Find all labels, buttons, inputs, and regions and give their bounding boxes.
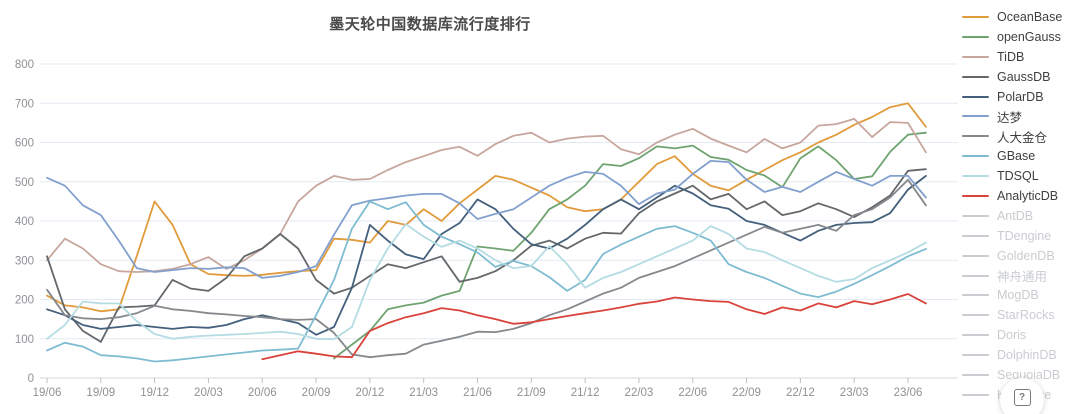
x-axis-tick-label: 19/06 — [33, 387, 62, 399]
legend-item-人大金仓[interactable]: 人大金仓 — [962, 126, 1080, 146]
legend-swatch — [962, 254, 989, 257]
help-button[interactable]: ? — [1000, 378, 1044, 414]
y-axis-tick-label: 500 — [15, 177, 34, 189]
legend-label: OceanBase — [997, 9, 1063, 24]
legend-item-OceanBase[interactable]: OceanBase — [962, 7, 1080, 27]
y-axis-tick-label: 0 — [28, 373, 34, 385]
legend-label: GBase — [997, 149, 1036, 164]
legend-item-StarRocks[interactable]: StarRocks — [962, 305, 1080, 325]
legend-label: TDengine — [997, 228, 1052, 243]
series-line-OceanBase[interactable] — [46, 102, 927, 313]
legend-label: TDSQL — [997, 169, 1039, 184]
legend-label: 达梦 — [997, 110, 1023, 125]
legend-label: Doris — [997, 328, 1027, 343]
y-axis-tick-label: 300 — [15, 255, 34, 267]
legend-label: SequoiaDB — [997, 367, 1061, 382]
legend-label: AntDB — [997, 208, 1034, 223]
legend-swatch — [962, 115, 989, 118]
legend-swatch — [962, 314, 989, 317]
x-axis-tick-label: 21/09 — [517, 387, 546, 399]
legend-swatch — [962, 75, 989, 78]
series-line-达梦[interactable] — [46, 160, 927, 279]
series-line-openGauss[interactable] — [333, 131, 927, 360]
legend-item-openGauss[interactable]: openGauss — [962, 27, 1080, 47]
legend-swatch — [962, 393, 989, 396]
legend-item-TDengine[interactable]: TDengine — [962, 226, 1080, 246]
x-axis-tick-label: 19/09 — [86, 387, 115, 399]
x-axis-tick-label: 20/09 — [302, 387, 331, 399]
legend-item-GaussDB[interactable]: GaussDB — [962, 67, 1080, 87]
legend-item-AnalyticDB[interactable]: AnalyticDB — [962, 186, 1080, 206]
y-axis-tick-label: 800 — [15, 59, 34, 71]
legend-swatch — [962, 155, 989, 158]
y-axis-tick-label: 100 — [15, 334, 34, 346]
x-axis-tick-label: 22/03 — [625, 387, 654, 399]
x-axis-tick-label: 23/06 — [894, 387, 923, 399]
legend-swatch — [962, 35, 989, 38]
series-line-TiDB[interactable] — [46, 118, 927, 273]
x-axis-tick-label: 20/12 — [355, 387, 384, 399]
x-axis-tick-label: 19/12 — [140, 387, 169, 399]
legend-item-SequoiaDB[interactable]: SequoiaDB — [962, 365, 1080, 385]
y-axis-tick-label: 400 — [15, 216, 34, 228]
legend-label: 人大金仓 — [997, 130, 1048, 145]
y-axis-tick-label: 200 — [15, 295, 34, 307]
x-axis-tick-label: 22/12 — [786, 387, 815, 399]
legend-label: DolphinDB — [997, 348, 1057, 363]
x-axis-tick-label: 23/03 — [840, 387, 869, 399]
legend-swatch — [962, 175, 989, 178]
chart-legend: OceanBase openGauss TiDB GaussDB PolarDB 达梦人大… — [962, 7, 1080, 405]
legend-label: GaussDB — [997, 69, 1051, 84]
y-axis-tick-label: 700 — [15, 98, 34, 110]
legend-item-GoldenDB[interactable]: GoldenDB — [962, 246, 1080, 266]
legend-swatch — [962, 334, 989, 337]
legend-swatch — [962, 294, 989, 297]
x-axis-tick-label: 21/06 — [463, 387, 492, 399]
legend-swatch — [962, 55, 989, 58]
legend-swatch — [962, 354, 989, 357]
y-axis-tick-label: 600 — [15, 138, 34, 150]
legend-item-DolphinDB[interactable]: DolphinDB — [962, 345, 1080, 365]
series-line-TDSQL[interactable] — [46, 223, 927, 340]
x-axis-tick-label: 22/06 — [678, 387, 707, 399]
series-line-GBase[interactable] — [46, 200, 927, 363]
x-axis-tick-label: 20/06 — [248, 387, 277, 399]
legend-item-TDSQL[interactable]: TDSQL — [962, 166, 1080, 186]
legend-item-达梦[interactable]: 达梦 — [962, 106, 1080, 126]
x-axis-tick-label: 20/03 — [194, 387, 223, 399]
legend-swatch — [962, 234, 989, 237]
legend-item-AntDB[interactable]: AntDB — [962, 206, 1080, 226]
legend-swatch — [962, 274, 989, 277]
legend-item-PolarDB[interactable]: PolarDB — [962, 87, 1080, 107]
legend-item-MogDB[interactable]: MogDB — [962, 285, 1080, 305]
series-line-AnalyticDB[interactable] — [261, 293, 927, 361]
legend-label: AnalyticDB — [997, 188, 1059, 203]
legend-item-神舟通用[interactable]: 神舟通用 — [962, 266, 1080, 286]
legend-swatch — [962, 15, 989, 18]
legend-item-GBase[interactable]: GBase — [962, 146, 1080, 166]
legend-swatch — [962, 135, 989, 138]
legend-swatch — [962, 373, 989, 376]
legend-swatch — [962, 95, 989, 98]
legend-item-TiDB[interactable]: TiDB — [962, 47, 1080, 67]
x-axis-tick-label: 21/03 — [409, 387, 438, 399]
legend-label: PolarDB — [997, 89, 1044, 104]
legend-label: MogDB — [997, 288, 1039, 303]
x-axis-tick-label: 22/09 — [732, 387, 761, 399]
legend-label: TiDB — [997, 49, 1025, 64]
legend-swatch — [962, 214, 989, 217]
chart-title: 墨天轮中国数据库流行度排行 — [329, 16, 531, 33]
legend-swatch — [962, 194, 989, 197]
x-axis-tick-label: 21/12 — [571, 387, 600, 399]
legend-label: 神舟通用 — [997, 270, 1048, 285]
series-line-GaussDB[interactable] — [46, 168, 927, 343]
legend-item-Doris[interactable]: Doris — [962, 325, 1080, 345]
series-line-人大金仓[interactable] — [46, 178, 927, 359]
legend-label: openGauss — [997, 29, 1061, 44]
legend-label: GoldenDB — [997, 248, 1055, 263]
question-mark-icon: ? — [1013, 388, 1031, 406]
legend-label: StarRocks — [997, 308, 1055, 323]
